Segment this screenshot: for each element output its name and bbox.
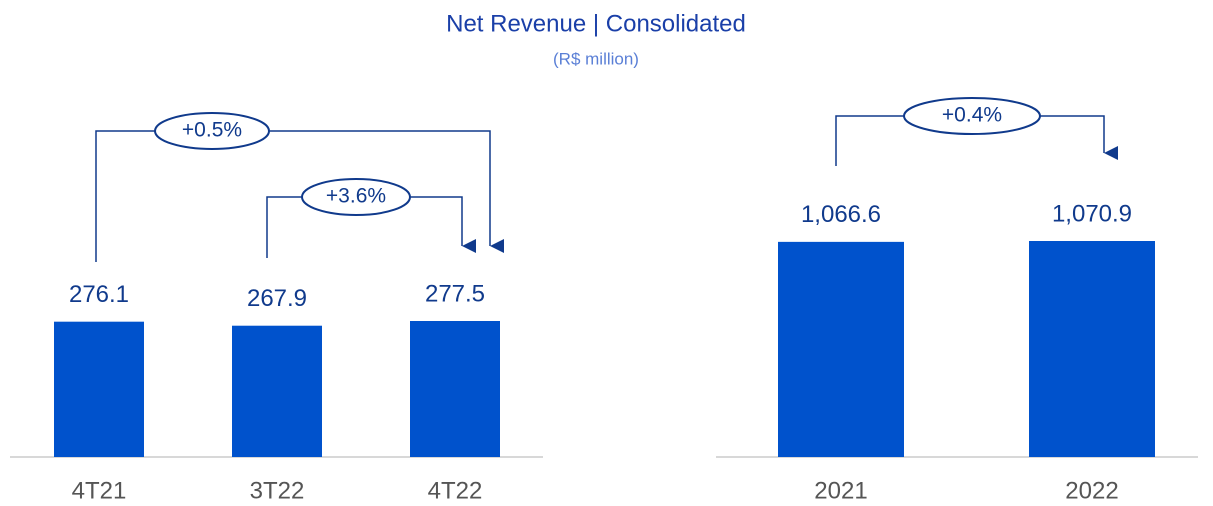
x-tick-label: 3T22 <box>250 477 305 504</box>
change-label: +0.4% <box>942 104 1002 127</box>
change-badge <box>903 97 1041 135</box>
change-label: +3.6% <box>326 185 386 208</box>
chart-subtitle: (R$ million) <box>553 49 639 68</box>
bar <box>1029 241 1155 457</box>
value-label: 267.9 <box>247 285 307 312</box>
change-badge <box>154 112 270 150</box>
x-tick-label: 2022 <box>1065 477 1118 504</box>
bar <box>54 321 144 457</box>
value-label: 1,066.6 <box>801 201 881 228</box>
value-label: 1,070.9 <box>1052 200 1132 227</box>
bar <box>232 325 322 457</box>
bar <box>410 321 500 457</box>
bar <box>778 241 904 457</box>
change-badge <box>301 178 411 216</box>
x-tick-label: 2021 <box>814 477 867 504</box>
change-label: +0.5% <box>182 119 242 142</box>
x-tick-label: 4T22 <box>428 477 483 504</box>
value-label: 276.1 <box>69 281 129 308</box>
value-label: 277.5 <box>425 280 485 307</box>
change-arrow <box>95 130 504 262</box>
chart-title: Net Revenue | Consolidated <box>446 10 746 37</box>
x-tick-label: 4T21 <box>72 477 127 504</box>
